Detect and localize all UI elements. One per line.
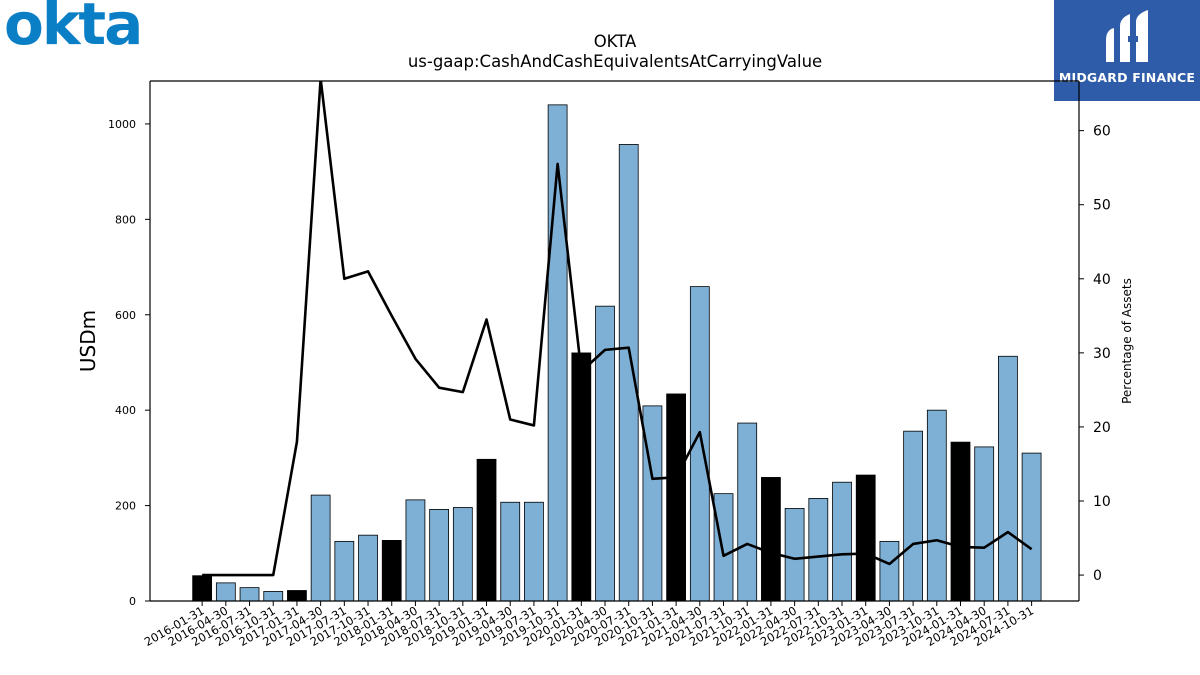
midgard-logo-text: MIDGARD FINANCE	[1058, 70, 1196, 85]
bar	[903, 430, 923, 602]
bar	[192, 575, 213, 602]
chart-title: OKTA	[593, 32, 637, 51]
bar	[618, 144, 639, 602]
bar	[358, 534, 378, 602]
okta-logo: okta	[4, 0, 144, 58]
bar	[950, 441, 971, 602]
midgard-finance-logo: MIDGARD FINANCE	[1054, 0, 1200, 101]
bar	[855, 474, 876, 602]
bar	[452, 507, 473, 602]
y-tick-label: 800	[115, 213, 136, 226]
bar	[666, 393, 687, 602]
y-tick-label: 0	[129, 595, 136, 608]
y2-axis-label: Percentage of Assets	[1120, 278, 1134, 404]
bar	[571, 352, 592, 602]
y-tick-label: 1000	[108, 118, 136, 131]
bar	[547, 104, 568, 602]
bar	[524, 501, 544, 602]
bar	[310, 494, 331, 602]
bar	[761, 477, 781, 602]
bar	[476, 458, 497, 602]
bar	[832, 481, 852, 602]
bar	[263, 591, 284, 602]
y2-tick-label: 0	[1093, 568, 1102, 584]
y-tick-label: 600	[115, 309, 136, 322]
bar	[334, 540, 355, 602]
bar	[879, 540, 900, 602]
y2-tick-label: 10	[1093, 494, 1111, 510]
y2-tick-label: 40	[1093, 272, 1111, 288]
bar	[926, 409, 947, 602]
y-tick-label: 400	[115, 404, 136, 417]
okta-logo-text: okta	[4, 0, 143, 58]
percentage-line	[202, 81, 1033, 577]
bar	[1021, 452, 1042, 602]
bar	[405, 499, 426, 602]
bar	[784, 508, 805, 602]
bar	[713, 493, 734, 602]
y2-tick-label: 30	[1093, 346, 1111, 362]
bar	[381, 540, 402, 602]
bar	[998, 355, 1018, 602]
bar	[215, 582, 236, 602]
bar	[737, 422, 758, 602]
midgard-emblem-icon	[1106, 10, 1148, 62]
y2-tick-label: 50	[1093, 198, 1111, 214]
bar	[808, 498, 829, 602]
bar	[500, 501, 521, 602]
chart-subtitle: us-gaap:CashAndCashEquivalentsAtCarrying…	[407, 52, 823, 71]
y2-tick-label: 20	[1093, 420, 1111, 436]
bar	[287, 590, 307, 602]
bar	[974, 446, 995, 602]
bar	[239, 587, 260, 602]
y-axis-label: USDm	[76, 310, 100, 372]
bar	[429, 508, 450, 602]
y-tick-label: 200	[115, 500, 136, 513]
y2-tick-label: 60	[1093, 124, 1111, 140]
